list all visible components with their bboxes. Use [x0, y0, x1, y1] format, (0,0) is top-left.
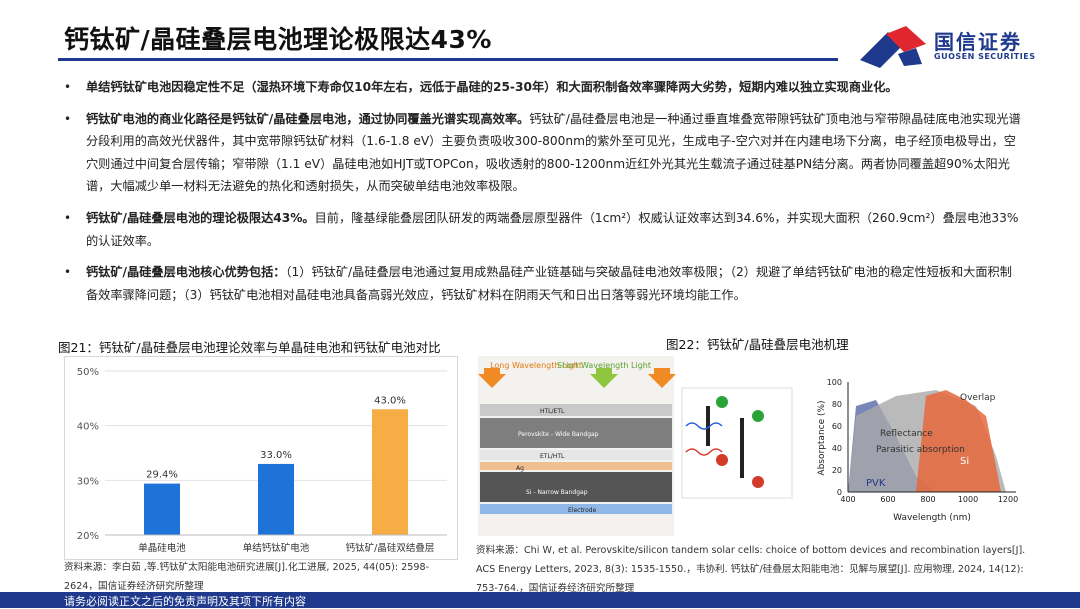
footer-bar: 请务必阅读正文之后的免责声明及其项下所有内容: [0, 592, 1080, 608]
y-tick-label: 20%: [77, 531, 99, 542]
layer-si-label: Si - Narrow Bandgap: [526, 489, 588, 496]
band-edge-2: [740, 418, 744, 478]
si-area: [916, 390, 1001, 492]
absorptance-plot: Overlap Reflectance Parasitic absorption…: [817, 378, 1018, 523]
x-tick-label: 单结钙钛矿电池: [243, 542, 310, 554]
pvk-region-label: PVK: [866, 478, 886, 489]
x-tick-label: 800: [920, 495, 935, 504]
y-tick-label: 20: [832, 466, 842, 475]
y-tick-label: 0: [837, 488, 842, 497]
y-tick-label: 40%: [77, 422, 99, 433]
y-tick-label: 30%: [77, 476, 99, 487]
bullet-text: 钙钛矿/晶硅叠层电池是一种通过垂直堆叠宽带隙钙钛矿顶电池与窄带隙晶硅底电池实现光…: [86, 111, 1021, 194]
layer-electrode-label: Electrode: [568, 507, 597, 514]
bar-value-label: 33.0%: [260, 450, 292, 461]
hole-icon: [716, 454, 728, 466]
long-wave-label: Long Wavelength Light: [490, 361, 582, 370]
logo-name: 国信证券: [934, 30, 1022, 54]
y-tick-label: 100: [827, 378, 842, 387]
bullet-bold: 单结钙钛矿电池因稳定性不足（湿热环境下寿命仅10年左右，远低于晶硅的25-30年…: [86, 80, 898, 94]
y-tick-label: 50%: [77, 367, 99, 378]
bar: [372, 409, 408, 535]
photon-wave-icon-2: [685, 448, 723, 456]
bullet-text: （1）钙钛矿/晶硅叠层电池通过复用成熟晶硅产业链基础与突破晶硅电池效率极限；（2…: [86, 265, 1012, 302]
disclaimer-text: 请务必阅读正文之后的免责声明及其项下所有内容: [64, 595, 306, 608]
bullet-item: 单结钙钛矿电池因稳定性不足（湿热环境下寿命仅10年左右，远低于晶硅的25-30年…: [64, 76, 1024, 99]
hole-icon-2: [752, 476, 764, 488]
bullet-text: 目前，隆基绿能叠层团队研发的两端叠层原型器件（1cm²）权威认证效率达到34.6…: [86, 210, 1019, 248]
bar-value-label: 29.4%: [146, 470, 178, 481]
band-diagram: [681, 387, 793, 499]
bullet-item: 钙钛矿电池的商业化路径是钙钛矿/晶硅叠层电池，通过协同覆盖光谱实现高效率。钙钛矿…: [64, 108, 1024, 198]
bullet-item: 钙钛矿/晶硅叠层电池核心优势包括：（1）钙钛矿/晶硅叠层电池通过复用成熟晶硅产业…: [64, 261, 1024, 306]
reflectance-label: Reflectance: [880, 429, 933, 439]
si-region-label: Si: [960, 456, 969, 467]
bar: [144, 483, 180, 535]
y-tick-label: 40: [832, 444, 842, 453]
bullet-list: 单结钙钛矿电池因稳定性不足（湿热环境下寿命仅10年左右，远低于晶硅的25-30年…: [64, 76, 1024, 315]
layer-etl-label: ETL/HTL: [540, 453, 565, 460]
y-axis-label: Absorptance (%): [817, 400, 827, 475]
fig21-chart: 20% 30% 40% 50% 29.4% 单晶硅电池 33.0% 单结钙钛矿电池 43.0% 钙…: [64, 356, 458, 560]
layer-htl-label: HTL/ETL: [540, 408, 565, 415]
layer-electrode: [480, 504, 672, 514]
layer-htl: [480, 404, 672, 416]
layer-perovskite-label: Perovskite - Wide Bandgap: [518, 431, 599, 438]
x-tick-label: 400: [840, 495, 855, 504]
page-title: 钙钛矿/晶硅叠层电池理论极限达43%: [64, 25, 492, 54]
guosen-logo: [858, 24, 1038, 68]
guosen-logo-icon: [860, 26, 926, 68]
x-tick-label: 1200: [998, 495, 1018, 504]
electron-icon-2: [752, 410, 764, 422]
bar-value-label: 43.0%: [374, 395, 406, 406]
title-divider: [58, 58, 838, 61]
logo-subtitle: GUOSEN SECURITIES: [934, 52, 1036, 61]
short-wave-label: Short Wavelength Light: [557, 361, 651, 370]
layer-si: [480, 472, 672, 502]
short-wave-arrow-icon: [590, 368, 618, 388]
fig22-source: 资料来源：Chi W, et al. Perovskite/silicon ta…: [476, 545, 1026, 594]
y-tick-label: 80: [832, 400, 842, 409]
parasitic-label: Parasitic absorption: [876, 445, 965, 455]
x-tick-label: 钙钛矿/晶硅双结叠层: [346, 542, 435, 554]
x-tick-label: 单晶硅电池: [138, 542, 186, 554]
bar-chart-svg: 20% 30% 40% 50% 29.4% 单晶硅电池 33.0% 单结钙钛矿电池 43.0% 钙…: [77, 367, 447, 554]
long-wave-arrow-icon: [478, 368, 506, 388]
right-arrow-icon: [648, 368, 676, 388]
ag-label: Ag: [516, 465, 524, 472]
x-axis-label: Wavelength (nm): [893, 513, 971, 523]
bullet-item: 钙钛矿/晶硅叠层电池的理论极限达43%。目前，隆基绿能叠层团队研发的两端叠层原型…: [64, 207, 1024, 252]
bullet-bold: 钙钛矿/晶硅叠层电池核心优势包括：: [86, 265, 286, 280]
bar: [258, 463, 294, 535]
layer-perovskite: [480, 418, 672, 448]
band-edge-1: [706, 406, 710, 446]
x-tick-label: 1000: [958, 495, 978, 504]
fig22-diagram: Long Wavelength Light Short Wavelength L…: [476, 356, 1036, 536]
bullet-bold: 钙钛矿电池的商业化路径是钙钛矿/晶硅叠层电池，通过协同覆盖光谱实现高效率。: [86, 111, 530, 126]
photon-wave-icon: [685, 422, 723, 430]
y-tick-label: 60: [832, 422, 842, 431]
fig21-caption: 图21：钙钛矿/晶硅叠层电池理论效率与单晶硅电池和钙钛矿电池对比: [58, 340, 441, 355]
overlap-label: Overlap: [960, 393, 996, 403]
electron-icon: [716, 396, 728, 408]
layer-etl: [480, 450, 672, 460]
tandem-mechanism-svg: Long Wavelength Light Short Wavelength L…: [478, 356, 1018, 536]
recombination-layer: [480, 462, 672, 470]
fig22-caption: 图22：钙钛矿/晶硅叠层电池机理: [666, 337, 849, 352]
x-tick-label: 600: [880, 495, 895, 504]
fig21-source: 资料来源：李白茹 ,等.钙钛矿太阳能电池研究进展[J].化工进展, 2025, …: [64, 562, 430, 592]
bullet-bold: 钙钛矿/晶硅叠层电池的理论极限达43%。: [86, 210, 315, 225]
